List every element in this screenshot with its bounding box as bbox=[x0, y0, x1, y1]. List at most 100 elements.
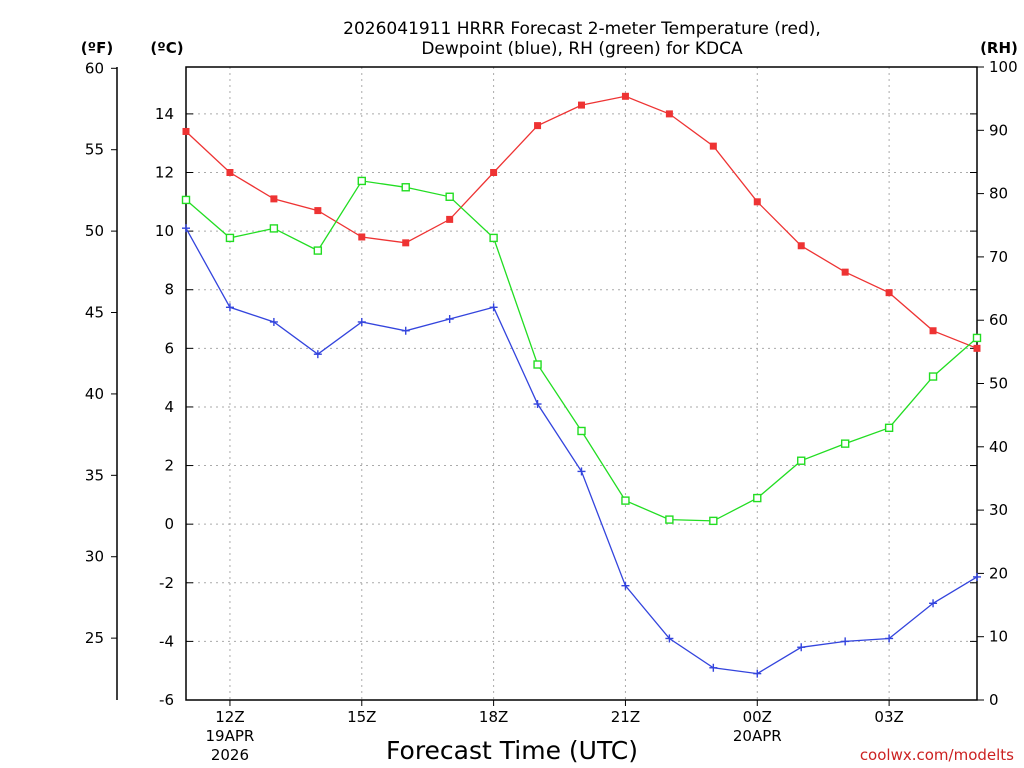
dewpoint-point-22 bbox=[665, 634, 674, 643]
2-meter-temperature-point-28 bbox=[929, 327, 937, 335]
series-layer bbox=[181, 92, 982, 678]
2-meter-temperature-point-22 bbox=[665, 110, 673, 118]
rh-point-29 bbox=[972, 333, 982, 343]
dewpoint-point-24 bbox=[753, 669, 762, 678]
rh-point-28 bbox=[928, 372, 938, 381]
fahrenheit-unit-label: (ºF) bbox=[81, 39, 113, 57]
rh-point-11 bbox=[181, 195, 191, 205]
x-tick-year-label: 2026 bbox=[211, 746, 249, 764]
x-tick-label-15Z: 15Z bbox=[347, 708, 376, 726]
rh-tick-label-30: 30 bbox=[989, 501, 1008, 519]
dewpoint-point-27 bbox=[885, 634, 894, 643]
rh-tick-label-90: 90 bbox=[989, 121, 1008, 139]
x-tick-label-03Z: 03Z bbox=[874, 708, 903, 726]
2-meter-temperature-point-23 bbox=[709, 142, 717, 150]
2-meter-temperature-point-25 bbox=[797, 242, 805, 250]
x-tick-sublabel-19apr: 19APR bbox=[206, 727, 255, 745]
2-meter-temperature-point-24 bbox=[753, 198, 761, 206]
2-meter-temperature-point-14 bbox=[314, 207, 322, 215]
2-meter-temperature-point-19 bbox=[534, 122, 542, 130]
rh-point-24 bbox=[753, 493, 762, 503]
2-meter-temperature-point-13 bbox=[270, 195, 278, 203]
celsius-tick-label-12: 12 bbox=[155, 164, 174, 182]
chart-title-line-2: Dewpoint (blue), RH (green) for KDCA bbox=[421, 39, 743, 59]
fahrenheit-tick-label-50: 50 bbox=[85, 222, 104, 240]
rh-point-19 bbox=[533, 360, 542, 369]
dewpoint-point-29 bbox=[973, 572, 981, 581]
2-meter-temperature-point-29 bbox=[973, 344, 981, 352]
rh-point-14 bbox=[313, 246, 323, 255]
celsius-unit-label: (ºC) bbox=[150, 39, 183, 57]
dewpoint-point-21 bbox=[621, 581, 630, 590]
2-meter-temperature-point-11 bbox=[182, 127, 190, 135]
celsius-tick-label-14: 14 bbox=[155, 105, 174, 123]
x-tick-label-12Z: 12Z bbox=[215, 708, 244, 726]
celsius-tick-label-10: 10 bbox=[155, 222, 174, 240]
dewpoint-point-13 bbox=[269, 317, 278, 326]
2-meter-temperature-point-16 bbox=[402, 239, 410, 247]
2-meter-temperature-point-21 bbox=[621, 92, 629, 100]
rh-point-17 bbox=[445, 192, 454, 201]
rh-point-18 bbox=[489, 233, 498, 243]
fahrenheit-tick-label-55: 55 bbox=[85, 141, 104, 159]
grid bbox=[186, 67, 977, 701]
rh-tick-label-20: 20 bbox=[989, 564, 1008, 582]
dewpoint-point-12 bbox=[225, 303, 234, 312]
rh-unit-label: (RH) bbox=[980, 39, 1018, 57]
2-meter-temperature-point-27 bbox=[885, 289, 893, 297]
dewpoint-point-15 bbox=[357, 317, 366, 326]
chart-title-line-1: 2026041911 HRRR Forecast 2-meter Tempera… bbox=[343, 19, 821, 39]
rh-point-22 bbox=[665, 515, 674, 524]
dewpoint-point-11 bbox=[182, 224, 190, 233]
rh-tick-label-100: 100 bbox=[989, 58, 1018, 76]
2-meter-temperature-point-18 bbox=[490, 169, 498, 176]
rh-point-27 bbox=[884, 423, 894, 433]
rh-tick-label-80: 80 bbox=[989, 185, 1008, 203]
fahrenheit-tick-label-45: 45 bbox=[85, 304, 104, 322]
2-meter-temperature-line bbox=[185, 95, 978, 349]
dewpoint-point-20 bbox=[577, 467, 586, 476]
rh-tick-label-10: 10 bbox=[989, 628, 1008, 646]
dewpoint-point-28 bbox=[929, 599, 938, 608]
dewpoint-point-18 bbox=[489, 303, 498, 312]
rh-point-20 bbox=[577, 426, 586, 436]
2-meter-temperature-point-17 bbox=[446, 215, 454, 223]
dewpoint-point-14 bbox=[313, 350, 322, 359]
fahrenheit-tick-label-25: 25 bbox=[85, 629, 104, 647]
fahrenheit-tick-label-30: 30 bbox=[85, 548, 104, 566]
rh-tick-label-70: 70 bbox=[989, 248, 1008, 266]
fahrenheit-tick-label-35: 35 bbox=[85, 466, 104, 484]
rh-point-25 bbox=[797, 456, 806, 465]
fahrenheit-tick-label-40: 40 bbox=[85, 385, 104, 403]
x-tick-sublabel-20apr: 20APR bbox=[733, 727, 782, 745]
2-meter-temperature-point-26 bbox=[841, 268, 849, 276]
x-axis-label: Forecast Time (UTC) bbox=[386, 736, 638, 765]
2-meter-temperature-point-15 bbox=[358, 233, 366, 241]
x-tick-label-21Z: 21Z bbox=[611, 708, 640, 726]
fahrenheit-tick-label-60: 60 bbox=[85, 59, 104, 77]
plot-frame bbox=[185, 66, 978, 701]
credit-text: coolwx.com/modelts bbox=[860, 746, 1014, 764]
celsius-tick-label-8: 8 bbox=[164, 281, 174, 299]
celsius-tick-label-0: 0 bbox=[164, 515, 174, 533]
2-meter-temperature-point-20 bbox=[578, 101, 585, 109]
labels: 2026041911 HRRR Forecast 2-meter Tempera… bbox=[81, 19, 1018, 765]
dewpoint-point-23 bbox=[709, 663, 718, 672]
rh-tick-label-0: 0 bbox=[989, 691, 999, 709]
celsius-tick-label-6: 6 bbox=[164, 339, 174, 357]
celsius-tick-label--6: -6 bbox=[159, 691, 174, 709]
dewpoint-point-17 bbox=[445, 315, 454, 324]
rh-point-26 bbox=[840, 439, 850, 448]
rh-point-12 bbox=[225, 233, 235, 243]
rh-point-16 bbox=[401, 183, 410, 192]
rh-point-15 bbox=[357, 176, 366, 186]
celsius-tick-label--2: -2 bbox=[159, 574, 174, 592]
celsius-tick-label-4: 4 bbox=[164, 398, 174, 416]
dewpoint-point-16 bbox=[401, 326, 410, 335]
rh-point-13 bbox=[269, 224, 279, 233]
rh-tick-label-50: 50 bbox=[989, 375, 1008, 393]
celsius-tick-label-2: 2 bbox=[164, 457, 174, 475]
rh-point-21 bbox=[621, 496, 630, 505]
